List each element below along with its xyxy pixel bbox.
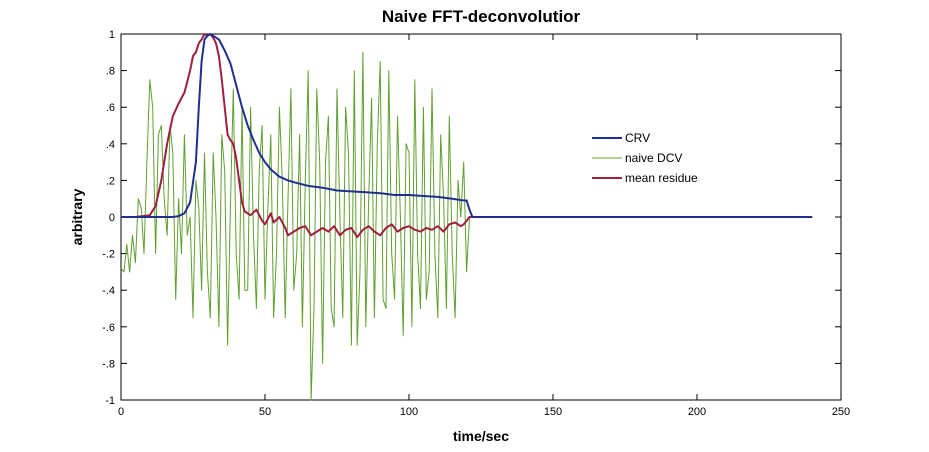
y-axis-label: arbitrary <box>69 188 85 245</box>
y-tick-label-3: -.4 <box>102 285 115 297</box>
series-layer <box>120 33 813 401</box>
y-tick-label-2: -.6 <box>102 322 115 334</box>
y-tick-label-9: .8 <box>106 66 115 78</box>
series-line-mean-residue <box>121 33 813 239</box>
y-tick-label-1: -.8 <box>102 358 115 370</box>
x-tick-label-0: 0 <box>118 406 124 418</box>
y-tick-label-0: -1 <box>105 395 115 407</box>
legend-label-naive-dcv: naive DCV <box>625 151 682 165</box>
y-tick-label-6: .2 <box>106 175 115 187</box>
y-axis: -1 -.8 -.6 -.4 -.2 0 .2 .4 .6 .8 1 <box>102 29 841 407</box>
y-tick-label-7: .4 <box>106 139 115 151</box>
x-tick-label-1: 50 <box>259 406 271 418</box>
y-tick-label-10: 1 <box>109 29 115 41</box>
x-tick-label-5: 250 <box>832 406 850 418</box>
y-tick-label-8: .6 <box>106 102 115 114</box>
x-tick-label-4: 200 <box>688 406 706 418</box>
y-tick-label-4: -.2 <box>102 249 115 261</box>
series-line-crv <box>121 33 813 218</box>
legend-label-crv: CRV <box>625 131 650 145</box>
x-tick-label-2: 100 <box>400 406 418 418</box>
x-tick-label-3: 150 <box>544 406 562 418</box>
legend-label-mean-residue: mean residue <box>625 171 698 185</box>
legend: CRV naive DCV mean residue <box>592 131 698 185</box>
series-line-naive-dcv <box>120 51 473 401</box>
x-axis-label: time/sec <box>453 428 509 444</box>
chart-title: Naive FFT-deconvolutior <box>382 7 581 26</box>
x-axis: 0 50 100 150 200 250 <box>118 34 850 418</box>
y-tick-label-5: 0 <box>109 212 115 224</box>
